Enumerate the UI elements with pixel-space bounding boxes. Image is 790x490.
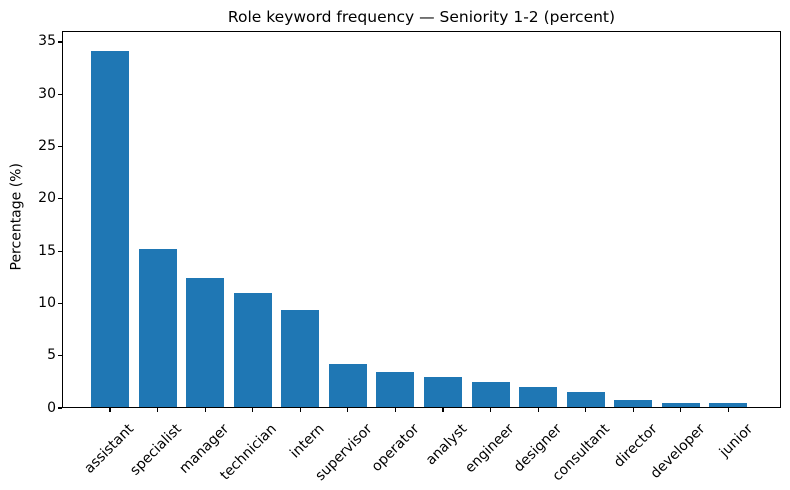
bar-engineer	[471, 381, 510, 408]
y-tick	[57, 93, 62, 95]
y-tick	[57, 355, 62, 357]
bar-assistant	[91, 51, 129, 408]
y-tick-label: 25	[38, 138, 56, 155]
x-tick	[109, 408, 111, 412]
x-tick	[252, 408, 254, 412]
x-tick	[680, 408, 682, 412]
x-tick-label: intern	[287, 421, 328, 462]
y-tick	[57, 302, 62, 304]
x-tick-label: operator	[368, 421, 423, 475]
x-tick-label: analyst	[422, 421, 471, 469]
y-tick	[57, 145, 62, 148]
y-tick-label: 20	[38, 190, 56, 207]
x-tick	[489, 408, 492, 412]
bar-director	[614, 399, 653, 408]
bar-developer	[661, 402, 700, 408]
bar-junior	[709, 402, 748, 408]
y-tick-label: 5	[47, 347, 56, 364]
x-tick-label: specialist	[127, 421, 185, 479]
y-tick	[57, 250, 62, 252]
bar-analyst	[423, 376, 462, 408]
bar-designer	[519, 387, 558, 408]
y-tick-label: 35	[38, 33, 56, 50]
x-tick	[632, 408, 634, 412]
y-tick	[57, 41, 62, 43]
x-tick-label: junior	[716, 421, 756, 461]
bar-supervisor	[328, 364, 367, 408]
y-tick-label: 0	[47, 399, 56, 416]
y-tick-label: 15	[38, 242, 56, 259]
bar-manager	[186, 278, 225, 408]
bar-technician	[233, 292, 272, 408]
x-tick	[299, 408, 301, 412]
x-tick	[394, 408, 396, 412]
y-tick-label: 10	[38, 294, 56, 311]
x-tick	[347, 408, 349, 412]
plot-area	[62, 31, 781, 408]
bar-operator	[376, 372, 415, 408]
x-tick	[585, 408, 587, 412]
x-tick	[442, 408, 444, 412]
x-tick	[537, 408, 539, 412]
y-tick	[57, 407, 62, 409]
x-tick	[727, 408, 729, 412]
bar-consultant	[566, 392, 605, 408]
x-tick	[204, 408, 206, 412]
chart-title: Role keyword frequency — Seniority 1-2 (…	[227, 8, 616, 26]
bar-intern	[281, 309, 320, 408]
y-tick	[57, 198, 62, 200]
x-tick-label: engineer	[462, 421, 518, 477]
x-tick	[156, 408, 159, 412]
y-tick-label: 30	[38, 85, 56, 102]
bar-specialist	[138, 249, 177, 408]
